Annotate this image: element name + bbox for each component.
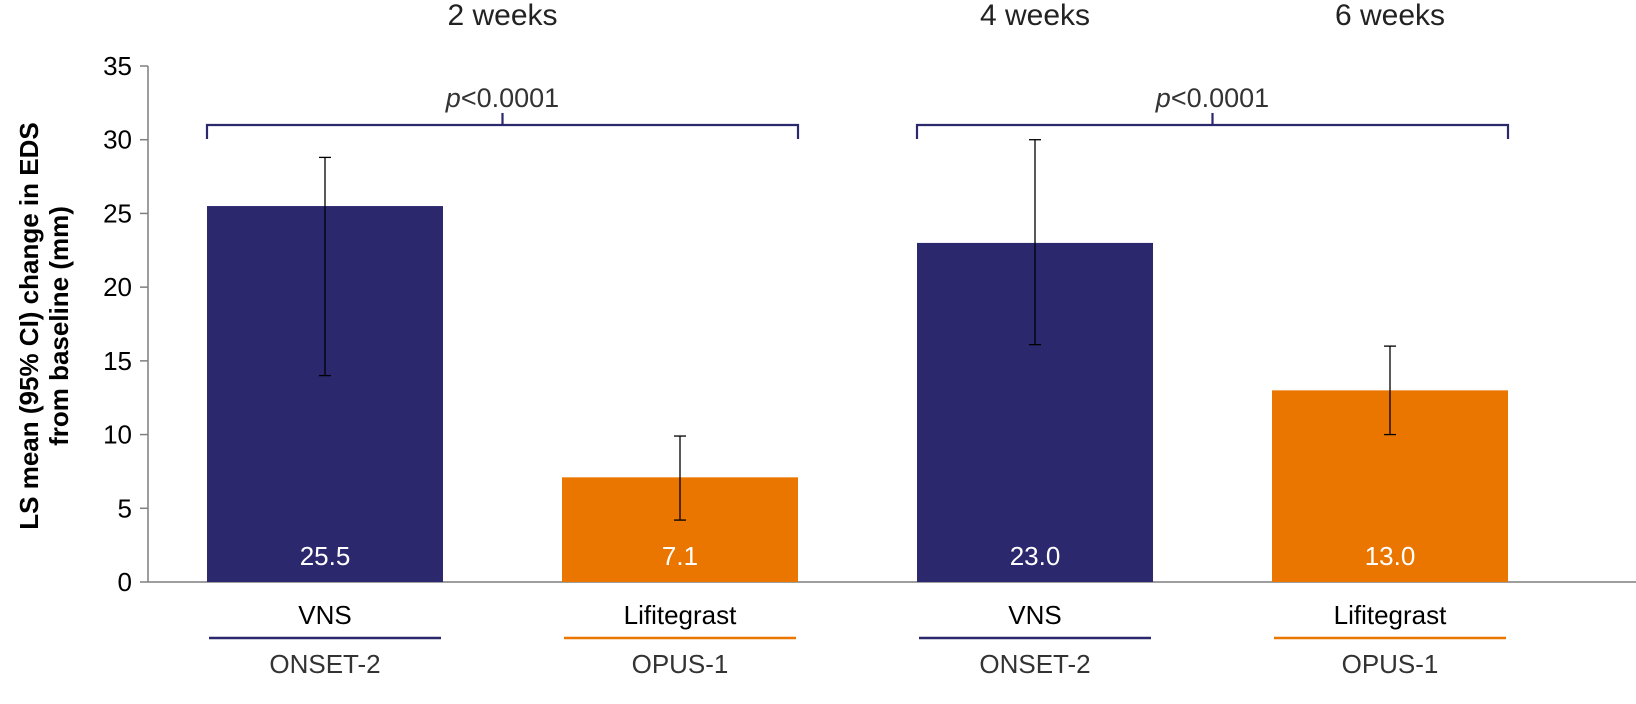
study-label: OPUS-1 bbox=[1342, 649, 1439, 679]
study-label: ONSET-2 bbox=[979, 649, 1090, 679]
y-tick-label: 10 bbox=[103, 420, 132, 450]
y-axis-label: LS mean (95% CI) change in EDS from basel… bbox=[14, 122, 74, 529]
y-tick-label: 30 bbox=[103, 125, 132, 155]
y-tick-label: 15 bbox=[103, 346, 132, 376]
p-value-number: <0.0001 bbox=[461, 83, 559, 113]
y-tick-label: 20 bbox=[103, 272, 132, 302]
category-label: Lifitegrast bbox=[1334, 600, 1447, 630]
p-value-symbol: p bbox=[445, 83, 461, 113]
time-header: 6 weeks bbox=[1335, 0, 1445, 32]
comparison-bracket bbox=[205, 123, 800, 139]
study-label: ONSET-2 bbox=[269, 649, 380, 679]
p-value-label: p<0.0001 bbox=[1155, 83, 1269, 113]
bar-value-label: 23.0 bbox=[1010, 541, 1061, 571]
p-value-label: p<0.0001 bbox=[445, 83, 559, 113]
category-label: VNS bbox=[1008, 600, 1061, 630]
bar-value-label: 25.5 bbox=[300, 541, 351, 571]
time-header: 2 weeks bbox=[447, 0, 557, 32]
comparison-bracket bbox=[915, 123, 1510, 139]
y-tick-label: 5 bbox=[118, 493, 132, 523]
y-axis-label-line: from baseline (mm) bbox=[44, 206, 74, 446]
bar-value-label: 7.1 bbox=[662, 541, 698, 571]
time-header: 4 weeks bbox=[980, 0, 1090, 32]
bar-value-label: 13.0 bbox=[1365, 541, 1416, 571]
p-value-number: <0.0001 bbox=[1171, 83, 1269, 113]
category-label: Lifitegrast bbox=[624, 600, 737, 630]
study-label: OPUS-1 bbox=[632, 649, 729, 679]
category-label: VNS bbox=[298, 600, 351, 630]
p-value-symbol: p bbox=[1155, 83, 1171, 113]
y-axis-label-line: LS mean (95% CI) change in EDS bbox=[14, 122, 44, 529]
y-tick-label: 25 bbox=[103, 198, 132, 228]
y-tick-label: 0 bbox=[118, 567, 132, 597]
y-tick-label: 35 bbox=[103, 51, 132, 81]
